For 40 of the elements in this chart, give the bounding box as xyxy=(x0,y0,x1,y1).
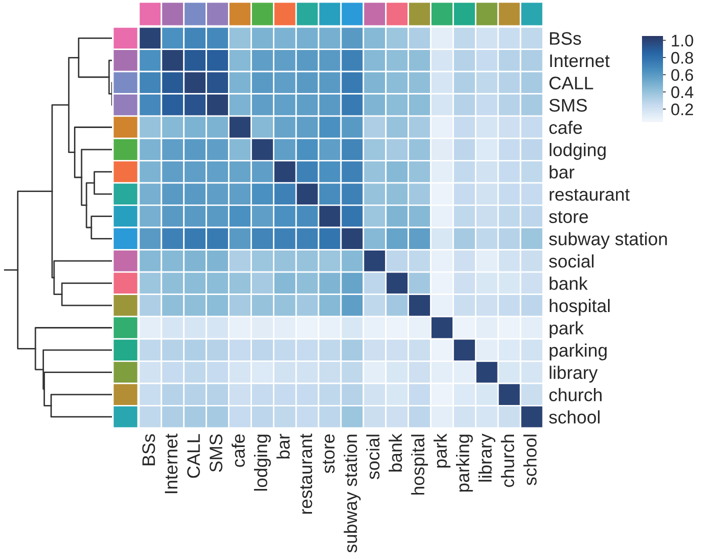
color-bar-label: 0.4 xyxy=(671,86,694,98)
y-tick-label: bank xyxy=(550,276,588,290)
y-tick-label: library xyxy=(550,366,598,383)
y-tick-label: CALL xyxy=(549,76,594,90)
x-tick-label: subway station xyxy=(344,434,361,552)
x-tick-label: BSs xyxy=(142,434,156,466)
y-tick-label: SMS xyxy=(549,98,587,112)
x-tick-label: lodging xyxy=(254,434,271,491)
y-tick-label: subway station xyxy=(549,232,667,249)
color-bar-label: 0.8 xyxy=(671,52,694,64)
x-tick-label: SMS xyxy=(210,434,222,472)
x-tick-label: CALL xyxy=(187,434,200,478)
x-tick-label: social xyxy=(366,434,380,480)
y-tick-label: lodging xyxy=(550,142,606,160)
x-tick-label: library xyxy=(478,434,496,482)
x-tick-label: restaurant xyxy=(300,434,312,514)
y-tick-label: hospital xyxy=(550,298,610,316)
y-tick-label: restaurant xyxy=(550,188,630,201)
x-tick-label: bank xyxy=(388,434,402,472)
y-tick-label: park xyxy=(550,321,584,338)
y-tick-label: school xyxy=(549,410,600,424)
x-tick-label: store xyxy=(322,434,335,474)
x-tick-label: church xyxy=(500,434,514,487)
color-bar-label: 1.0 xyxy=(672,34,694,47)
y-tick-label: cafe xyxy=(549,120,582,134)
x-tick-label: bar xyxy=(276,434,290,458)
y-tick-label: bar xyxy=(550,165,574,179)
y-tick-label: store xyxy=(549,211,588,224)
y-tick-label: church xyxy=(549,388,602,402)
y-tick-label: Internet xyxy=(550,54,610,68)
y-tick-label: social xyxy=(549,254,594,268)
x-tick-label: cafe xyxy=(232,434,245,467)
x-tick-label: park xyxy=(434,434,450,468)
y-tick-label: parking xyxy=(550,343,607,360)
x-tick-label: parking xyxy=(456,434,473,492)
color-bar-label: 0.6 xyxy=(671,69,694,81)
x-tick-label: hospital xyxy=(411,434,428,495)
y-tick-label: BSs xyxy=(550,32,582,45)
x-tick-label: Internet xyxy=(164,434,178,494)
color-bar-label: 0.2 xyxy=(671,104,693,116)
